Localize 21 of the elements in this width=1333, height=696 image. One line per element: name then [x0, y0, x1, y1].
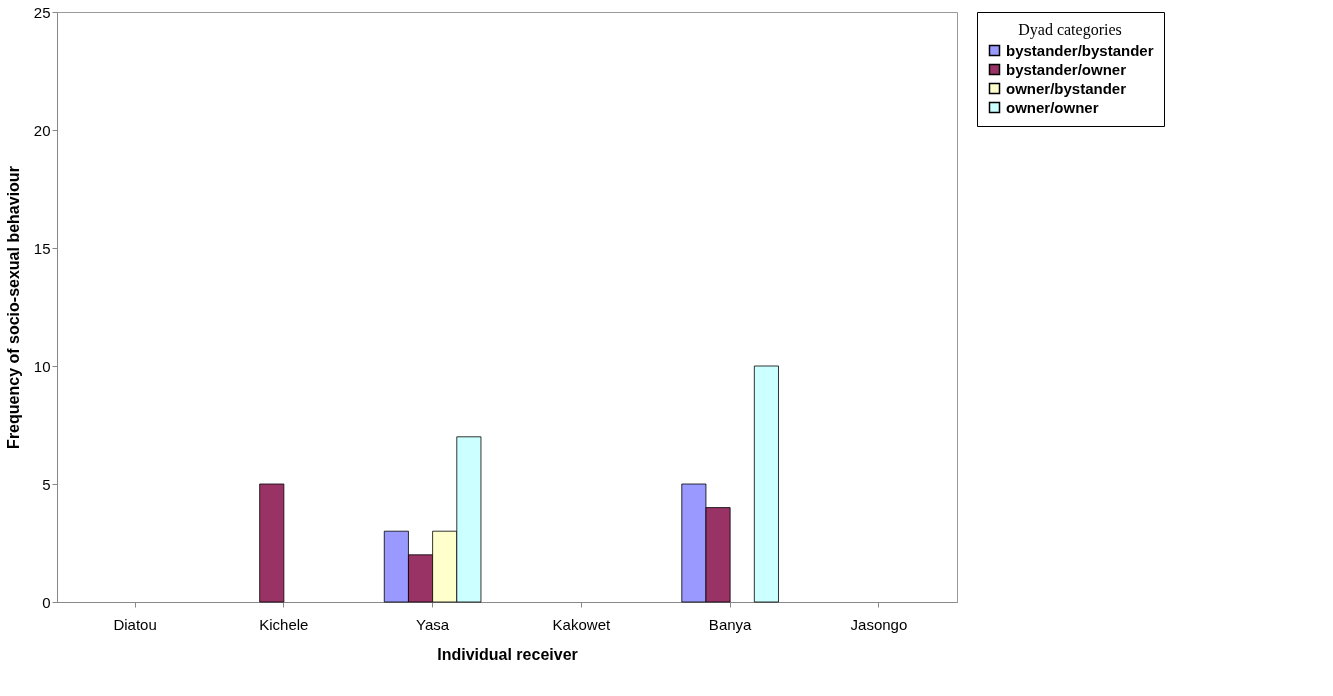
bar: [753, 365, 779, 603]
y-tick-label: 25: [33, 3, 51, 21]
y-tick-label: 20: [33, 121, 51, 139]
y-tick-label: 0: [42, 593, 51, 611]
y-tick-label: 15: [33, 239, 51, 257]
x-tick-label: Diatou: [113, 615, 157, 633]
bar: [259, 483, 285, 603]
y-tick-label: 5: [42, 475, 51, 493]
x-tick-label: Kakowet: [552, 615, 611, 633]
y-tick-label: 10: [33, 357, 51, 375]
x-tick-label: Jasongo: [850, 615, 908, 633]
y-axis-title: Frequency of socio-sexual behaviour: [4, 166, 22, 449]
legend-label: bystander/bystander: [1006, 41, 1154, 59]
legend-label: owner/owner: [1006, 98, 1099, 116]
legend-label: owner/bystander: [1006, 79, 1127, 97]
x-tick-label: Kichele: [259, 615, 309, 633]
legend-title: Dyad categories: [1018, 21, 1122, 39]
x-tick-label: Banya: [708, 615, 753, 633]
x-axis-title: Individual receiver: [437, 645, 578, 663]
legend-label: bystander/owner: [1006, 60, 1127, 78]
x-tick-label: Yasa: [416, 615, 450, 633]
